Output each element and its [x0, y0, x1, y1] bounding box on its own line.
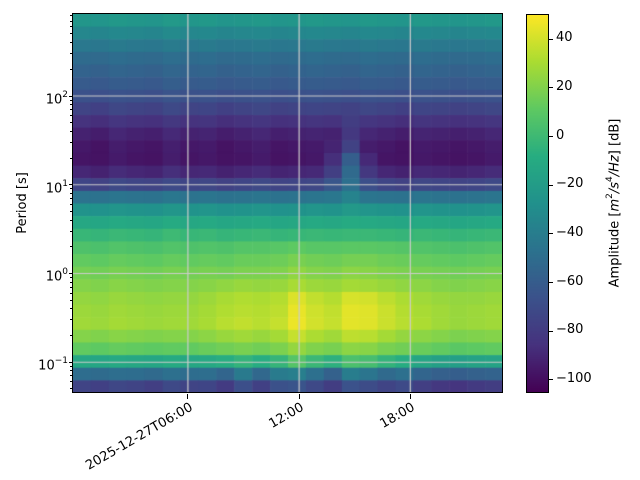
colorbar-tick-label: 20	[556, 78, 573, 94]
y-minor-tick	[70, 388, 73, 390]
x-major-tick	[187, 394, 189, 399]
colorbar-tick-label: −100	[556, 370, 592, 386]
colorbar-tick-label: −40	[556, 224, 584, 240]
colorbar-tick	[549, 330, 553, 332]
y-minor-tick	[70, 281, 73, 283]
y-major-tick	[69, 361, 73, 363]
colorbar-canvas	[527, 15, 548, 392]
y-minor-tick	[70, 210, 73, 212]
y-minor-tick	[70, 319, 73, 321]
colorbar-tick	[549, 184, 553, 186]
heatmap-canvas	[73, 14, 503, 393]
y-minor-tick	[70, 308, 73, 310]
colorbar-tick	[549, 38, 553, 40]
y-minor-tick	[70, 53, 73, 55]
colorbar-tick	[549, 282, 553, 284]
y-minor-tick	[70, 141, 73, 143]
y-major-tick	[69, 272, 73, 274]
y-minor-tick	[70, 197, 73, 199]
y-tick-label: 100	[45, 267, 68, 285]
y-minor-tick	[70, 68, 73, 70]
y-minor-tick	[70, 219, 73, 221]
y-minor-tick	[70, 370, 73, 372]
colorbar-tick-label: 0	[556, 127, 565, 143]
y-major-tick	[69, 184, 73, 186]
y-minor-tick	[70, 109, 73, 111]
y-minor-tick	[70, 335, 73, 336]
y-minor-tick	[70, 203, 73, 205]
y-minor-tick	[70, 230, 73, 232]
y-minor-tick	[70, 188, 73, 190]
colorbar-tick	[549, 87, 553, 89]
y-axis-label: Period [s]	[15, 172, 30, 234]
colorbar-tick-label: 40	[556, 30, 573, 46]
y-minor-tick	[70, 246, 73, 248]
y-minor-tick	[70, 26, 73, 28]
y-minor-tick	[70, 42, 73, 44]
y-tick-label: 101	[45, 178, 68, 197]
y-minor-tick	[70, 292, 73, 294]
y-minor-tick	[70, 104, 73, 106]
colorbar-tick-label: −20	[556, 176, 584, 192]
y-minor-tick	[70, 286, 73, 288]
y-major-tick	[69, 95, 73, 97]
y-minor-tick	[70, 122, 73, 124]
colorbar-tick	[549, 379, 553, 381]
y-minor-tick	[70, 381, 73, 383]
y-tick-label: 10−1	[38, 356, 68, 374]
y-minor-tick	[70, 20, 73, 22]
y-minor-tick	[70, 157, 73, 159]
y-minor-tick	[70, 365, 73, 367]
colorbar-tick	[549, 233, 553, 235]
y-minor-tick	[70, 277, 73, 279]
y-minor-tick	[70, 99, 73, 101]
colorbar-tick-label: −60	[556, 273, 584, 289]
y-minor-tick	[70, 33, 73, 35]
colorbar-label: Amplitude [m2/s4/Hz] [dB]	[605, 118, 623, 288]
x-tick-label: 2025-12-27T06:00	[83, 400, 196, 474]
y-minor-tick	[70, 130, 73, 132]
y-minor-tick	[70, 115, 73, 117]
y-minor-tick	[70, 15, 73, 17]
x-major-tick	[409, 394, 411, 399]
colorbar-tick-label: −80	[556, 322, 584, 338]
x-major-tick	[298, 394, 300, 399]
y-minor-tick	[70, 375, 73, 377]
y-minor-tick	[70, 299, 73, 301]
y-minor-tick	[70, 192, 73, 194]
colorbar-tick	[549, 136, 553, 138]
y-tick-label: 102	[45, 90, 68, 108]
